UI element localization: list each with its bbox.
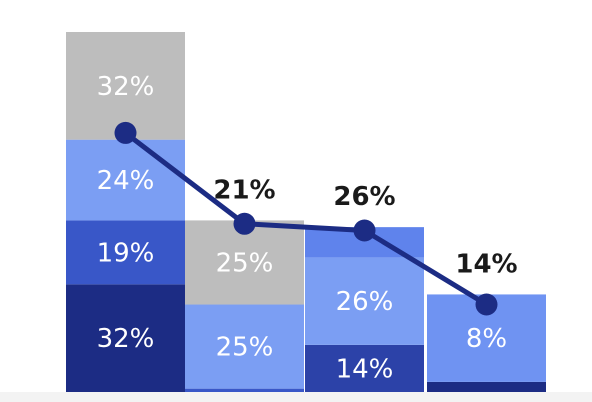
bar-4-segment-2-label: 8%: [466, 324, 507, 354]
bar-4-top-label: 14%: [455, 249, 517, 279]
bar-2-segment-1: [185, 388, 304, 392]
trend-point-3: [353, 219, 376, 242]
bar-1-segment-2: [66, 220, 185, 285]
trend-point-1: [114, 121, 137, 144]
bar-1-segment-3: [66, 139, 185, 221]
bar-3-segment-2: [305, 257, 424, 345]
bar-2-segment-3-label: 25%: [216, 248, 274, 278]
floor-band: [0, 392, 592, 402]
bar-2-segment-2: [185, 304, 304, 389]
trend-point-4: [475, 293, 498, 316]
bar-1-segment-2-label: 19%: [97, 238, 155, 268]
bar-1-segment-1-label: 32%: [97, 324, 155, 354]
bar-1-segment-4-label: 32%: [97, 72, 155, 102]
bar-2-top-label: 21%: [213, 175, 275, 205]
bar-1-segment-3-label: 24%: [97, 166, 155, 196]
trend-point-2: [233, 212, 256, 235]
bar-1-segment-4: [66, 32, 185, 140]
bar-1-segment-1: [66, 284, 185, 392]
bar-2-segment-2-label: 25%: [216, 333, 274, 363]
bar-3-segment-1: [305, 344, 424, 392]
bar-3-segment-1-label: 14%: [336, 354, 394, 384]
trend-line: [123, 130, 488, 307]
bar-4-segment-1: [427, 381, 546, 392]
bar-3-top-label: 26%: [333, 182, 395, 212]
bar-3-segment-2-label: 26%: [336, 287, 394, 317]
